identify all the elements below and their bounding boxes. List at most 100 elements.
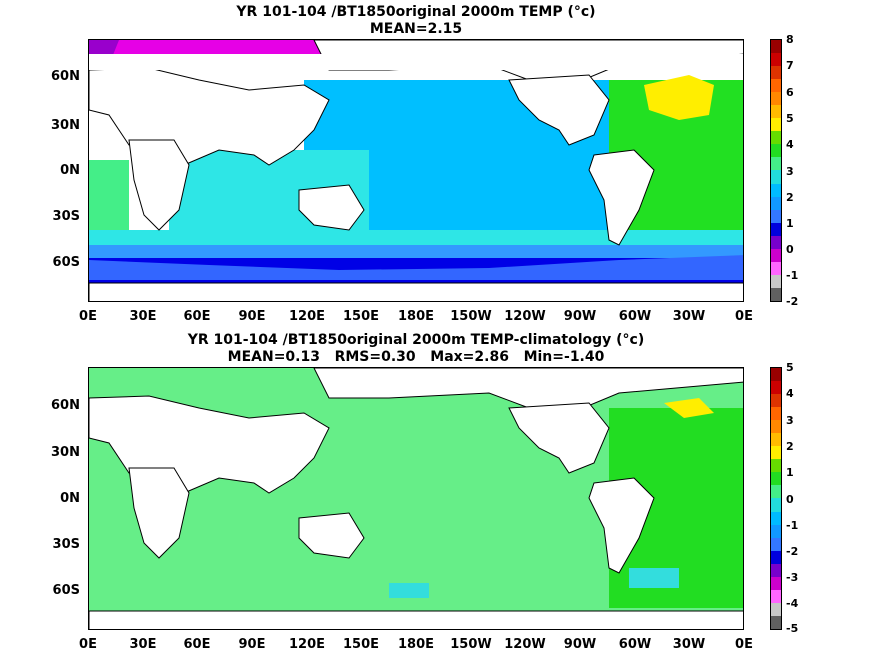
lon-label: 0E (79, 309, 97, 324)
colorbar-swatch (771, 446, 781, 460)
lon-label: 30E (129, 637, 157, 652)
colorbar-swatch (771, 222, 781, 236)
colorbar-swatch (771, 157, 781, 171)
lat-label: 0N (60, 491, 80, 506)
lon-label: 60E (183, 309, 211, 324)
colorbar-swatch (771, 563, 781, 577)
lon-label: 120W (504, 637, 546, 652)
colorbar-swatch (771, 209, 781, 223)
colorbar-label: 3 (786, 414, 794, 427)
colorbar-swatch (771, 485, 781, 499)
colorbar-label: 2 (786, 440, 794, 453)
colorbar-swatch (771, 576, 781, 590)
lon-label: 120W (504, 309, 546, 324)
colorbar-label: 5 (786, 361, 794, 374)
colorbar-swatch (771, 589, 781, 603)
colorbar-swatch (771, 79, 781, 93)
lon-label: 150E (342, 309, 380, 324)
lon-label: 180E (397, 309, 435, 324)
colorbar-swatch (771, 40, 781, 54)
colorbar-label: 0 (786, 243, 794, 256)
lon-label: 90E (238, 309, 266, 324)
colorbar-label: 4 (786, 138, 794, 151)
colorbar-swatch (771, 235, 781, 249)
colorbar-swatch (771, 472, 781, 486)
panel1-subtitle: MEAN=2.15 (369, 21, 463, 37)
lat-label: 60N (51, 69, 80, 84)
lon-label: 30E (129, 309, 157, 324)
colorbar-swatch (771, 394, 781, 408)
colorbar-label: 8 (786, 33, 794, 46)
lon-label: 150W (450, 637, 492, 652)
colorbar-swatch (771, 196, 781, 210)
colorbar-label: 0 (786, 493, 794, 506)
colorbar-swatch (771, 615, 781, 629)
lat-label: 30S (52, 209, 80, 224)
colorbar-label: -4 (786, 597, 799, 610)
colorbar-swatch (771, 170, 781, 184)
lat-label: 0N (60, 163, 80, 178)
lat-label: 30N (51, 118, 80, 133)
colorbar-swatch (771, 144, 781, 158)
colorbar-swatch (771, 248, 781, 262)
colorbar-swatch (771, 261, 781, 275)
colorbar-label: -2 (786, 295, 799, 308)
panel2-title: YR 101-104 /BT1850original 2000m TEMP-cl… (187, 332, 645, 348)
lon-label: 30W (672, 637, 706, 652)
colorbar-swatch (771, 602, 781, 616)
colorbar-label: 6 (786, 86, 794, 99)
colorbar-swatch (771, 118, 781, 132)
lon-label: 60W (618, 309, 652, 324)
colorbar-label: 2 (786, 191, 794, 204)
panel1-title: YR 101-104 /BT1850original 2000m TEMP (°… (236, 4, 596, 20)
lon-label: 0E (735, 637, 753, 652)
lon-label: 30W (672, 309, 706, 324)
colorbar-swatch (771, 105, 781, 119)
colorbar-swatch (771, 381, 781, 395)
colorbar-swatch (771, 53, 781, 67)
colorbar-label: 3 (786, 165, 794, 178)
lat-label: 60S (52, 255, 80, 270)
colorbar-swatch (771, 433, 781, 447)
lon-label: 0E (79, 637, 97, 652)
panel2-field (89, 368, 743, 629)
colorbar-label: -2 (786, 545, 799, 558)
panel2-map (88, 367, 744, 630)
lon-label: 90W (563, 309, 597, 324)
colorbar-swatch (771, 511, 781, 525)
lon-label: 150W (450, 309, 492, 324)
colorbar-swatch (771, 537, 781, 551)
colorbar-swatch (771, 420, 781, 434)
colorbar-swatch (771, 66, 781, 80)
lat-label: 60S (52, 583, 80, 598)
lon-label: 150E (342, 637, 380, 652)
lon-label: 60E (183, 637, 211, 652)
colorbar-label: 5 (786, 112, 794, 125)
lat-label: 60N (51, 398, 80, 413)
panel1-field (89, 40, 743, 301)
lon-label: 90E (238, 637, 266, 652)
panel1-colorbar (770, 39, 782, 302)
lon-label: 120E (288, 637, 326, 652)
colorbar-swatch (771, 498, 781, 512)
colorbar-swatch (771, 183, 781, 197)
colorbar-swatch (771, 287, 781, 301)
colorbar-label: -1 (786, 269, 799, 282)
colorbar-swatch (771, 407, 781, 421)
panel2-subtitle: MEAN=0.13 RMS=0.30 Max=2.86 Min=-1.40 (227, 349, 605, 365)
colorbar-label: -5 (786, 622, 799, 635)
lon-label: 90W (563, 637, 597, 652)
colorbar-swatch (771, 550, 781, 564)
lon-label: 120E (288, 309, 326, 324)
colorbar-label: 4 (786, 387, 794, 400)
lon-label: 180E (397, 637, 435, 652)
panel1-map (88, 39, 744, 302)
colorbar-swatch (771, 92, 781, 106)
colorbar-swatch (771, 459, 781, 473)
colorbar-label: -3 (786, 571, 799, 584)
lat-label: 30N (51, 445, 80, 460)
lon-label: 60W (618, 637, 652, 652)
colorbar-label: 1 (786, 217, 794, 230)
panel2-colorbar (770, 367, 782, 630)
colorbar-swatch (771, 131, 781, 145)
